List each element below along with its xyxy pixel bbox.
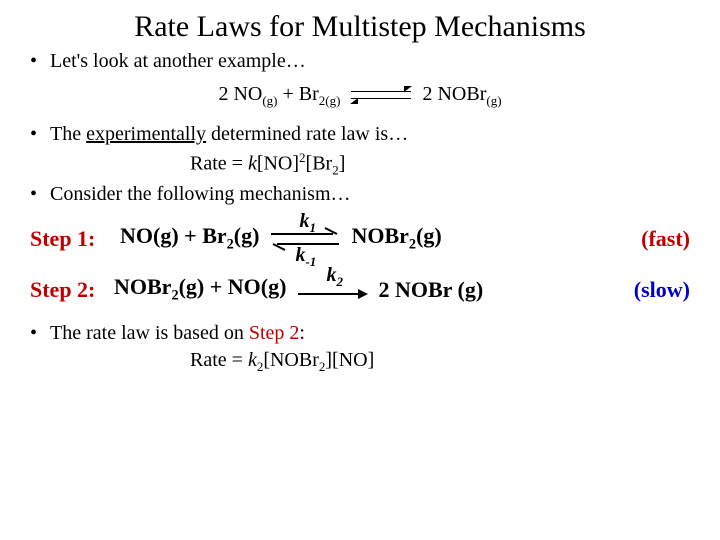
experimental-rate-law: Rate = k[NO]2[Br2] — [190, 150, 690, 179]
rate-no: [NO] — [257, 153, 299, 175]
bullet-2-text: The experimentally determined rate law i… — [50, 123, 690, 146]
step1-left-sub: 2 — [227, 237, 234, 253]
k2-label: k2 — [326, 264, 343, 290]
step-1-label: Step 1: — [30, 226, 120, 252]
step-2-row: Step 2: NOBr2(g) + NO(g) k2 2 NOBr (g) (… — [30, 272, 690, 308]
final-mid: [NOBr — [263, 349, 319, 371]
step1-right: NOBr — [351, 223, 408, 248]
equilibrium-arrow-icon — [351, 87, 411, 103]
bullet-4: • The rate law is based on Step 2: — [30, 322, 690, 345]
product-sub: (g) — [486, 93, 501, 108]
bullet-4-text: The rate law is based on Step 2: — [50, 322, 690, 345]
step-1-arrow: k1 k-1 — [265, 214, 345, 264]
k-neg1-label: k-1 — [295, 244, 316, 270]
step-1-reactants: NO(g) + Br2(g) — [120, 223, 259, 253]
rate-k: k — [248, 153, 257, 175]
reactant-a: 2 NO — [218, 83, 262, 105]
step-1-row: Step 1: NO(g) + Br2(g) k1 k-1 NOBr2(g) (… — [30, 214, 690, 264]
step-2-note: (slow) — [626, 277, 690, 303]
step1-right-sub: 2 — [409, 237, 416, 253]
bullet-1-text: Let's look at another example… — [50, 50, 690, 73]
step2-left-mid: (g) + NO(g) — [179, 274, 287, 299]
final-after: ][NO] — [325, 349, 374, 371]
final-k: k — [248, 349, 257, 371]
bullet-4-step2: Step 2 — [249, 322, 300, 344]
bullet-dot: • — [30, 183, 50, 206]
product: 2 NOBr — [422, 83, 486, 105]
step-1-products: NOBr2(g) — [351, 223, 441, 253]
step-2-reactants: NOBr2(g) + NO(g) — [114, 274, 286, 304]
bullet-2-underline: experimentally — [86, 123, 206, 145]
step2-left: NOBr — [114, 274, 171, 299]
step1-left-after: (g) — [234, 223, 260, 248]
rate-prefix: Rate = — [190, 153, 248, 175]
step-2-arrow: k2 — [292, 272, 372, 308]
bullet-dot: • — [30, 123, 50, 146]
step-1-note: (fast) — [633, 226, 690, 252]
k1-label: k1 — [299, 210, 316, 236]
step-2-products: 2 NOBr (g) — [378, 277, 483, 303]
overall-reaction: 2 NO(g) + Br2(g) 2 NOBr(g) — [30, 83, 690, 109]
final-prefix: Rate = — [190, 349, 248, 371]
step2-left-sub: 2 — [171, 288, 178, 304]
bullet-dot: • — [30, 50, 50, 73]
step1-right-after: (g) — [416, 223, 442, 248]
bullet-3: • Consider the following mechanism… — [30, 183, 690, 206]
bullet-2-pre: The — [50, 123, 86, 145]
step1-left: NO(g) + Br — [120, 223, 227, 248]
bullet-3-text: Consider the following mechanism… — [50, 183, 690, 206]
bullet-4-colon: : — [299, 322, 305, 344]
rate-close: ] — [339, 153, 346, 175]
bullet-1: • Let's look at another example… — [30, 50, 690, 73]
slide-title: Rate Laws for Multistep Mechanisms — [30, 10, 690, 44]
reactant-b-sub: 2(g) — [319, 93, 341, 108]
bullet-2: • The experimentally determined rate law… — [30, 123, 690, 146]
bullet-2-post: determined rate law is… — [206, 123, 408, 145]
plus: + Br — [278, 83, 319, 105]
bullet-4-pre: The rate law is based on — [50, 322, 249, 344]
rate-br: [Br — [306, 153, 333, 175]
final-rate-law: Rate = k2[NOBr2][NO] — [190, 349, 690, 375]
reactant-a-sub: (g) — [262, 93, 277, 108]
bullet-dot: • — [30, 322, 50, 345]
step-2-label: Step 2: — [30, 277, 114, 303]
